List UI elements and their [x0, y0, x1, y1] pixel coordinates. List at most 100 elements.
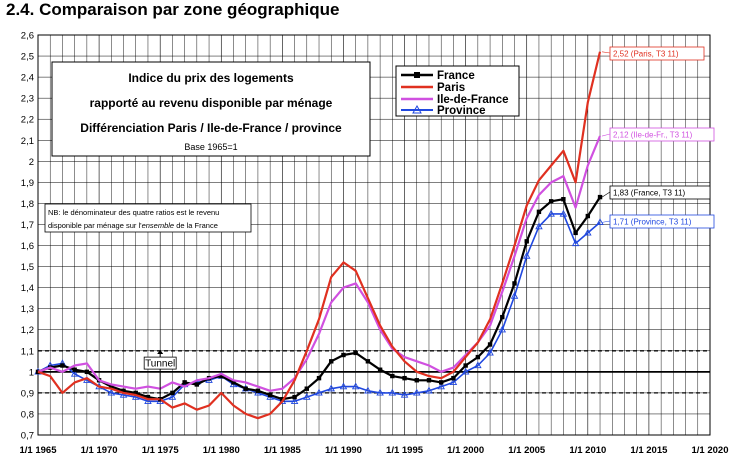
point-province-1993	[376, 388, 384, 396]
point-france-1996	[414, 378, 419, 383]
nb-note-box: NB: le dénominateur des quatre ratios es…	[44, 203, 252, 233]
point-france-1984	[267, 392, 273, 398]
point-france-2009	[573, 230, 578, 236]
point-france-1988	[316, 375, 322, 381]
tunnel-arrowhead	[157, 349, 164, 354]
svg-text:France: France	[437, 70, 475, 82]
plot-border	[37, 34, 711, 436]
point-france-1982	[243, 386, 248, 391]
point-france-1983	[255, 388, 261, 393]
tunnel-label: Tunnel	[145, 359, 175, 370]
y-tick-label-14: 2,1	[21, 136, 34, 147]
point-france-1980	[219, 373, 224, 379]
point-france-1968	[72, 367, 77, 372]
point-province-1972	[119, 390, 128, 398]
point-france-2007	[548, 199, 554, 204]
point-france-1999	[451, 375, 456, 381]
x-tick-label-7: 1/1 2000	[447, 445, 484, 456]
x-tick-label-9: 1/1 2010	[569, 445, 606, 456]
point-france-2002	[487, 342, 493, 347]
point-province-2011	[596, 218, 604, 226]
point-france-1994	[390, 373, 395, 379]
end-label-france: 1,83 (France, T3 11)	[613, 189, 686, 198]
x-tick-label-10: 1/1 2015	[630, 445, 668, 456]
chart-legend: France Paris Ile-de-France Province	[395, 65, 520, 117]
point-province-2005	[522, 251, 531, 259]
x-tick-label-1: 1/1 1970	[81, 445, 118, 456]
point-province-2007	[547, 209, 555, 217]
chart-title-box: Indice du prix des logements rapporté au…	[51, 61, 371, 157]
point-france-2003	[500, 314, 505, 320]
point-france-1995	[402, 375, 407, 381]
point-france-1971	[109, 384, 114, 389]
point-province-1974	[144, 397, 152, 404]
point-france-2000	[463, 363, 468, 368]
y-tick-label-17: 2,4	[21, 73, 34, 84]
chart-base-note: Base 1965=1	[184, 142, 237, 152]
point-france-1981	[231, 380, 236, 385]
tunnel-label-box	[143, 356, 177, 370]
svg-text:Paris: Paris	[437, 82, 465, 94]
chart-title-line-3: Différenciation Paris / Ile-de-France / …	[80, 121, 342, 135]
point-province-2009	[571, 239, 580, 247]
point-province-2000	[461, 367, 470, 375]
end-label-box-paris	[609, 46, 705, 61]
point-france-2004	[512, 281, 517, 286]
x-tick-label-11: 1/1 2020	[692, 445, 729, 456]
x-tick-label-0: 1/1 1965	[20, 445, 58, 456]
y-tick-label-4: 1,1	[21, 346, 34, 357]
point-province-1989	[327, 384, 336, 392]
x-tick-label-2: 1/1 1975	[142, 445, 180, 456]
y-tick-label-8: 1,5	[21, 262, 34, 273]
y-tick-label-12: 1,9	[21, 178, 34, 189]
legend-item-paris: Paris	[401, 82, 465, 94]
section-title: 2.4. Comparaison par zone géographique	[6, 0, 340, 19]
point-france-1990	[341, 352, 346, 358]
x-tick-label-3: 1/1 1980	[203, 445, 240, 456]
point-france-1992	[365, 359, 371, 364]
end-label-ile-de-france: 2,12 (Ile-de-Fr., T3 11)	[613, 131, 693, 140]
x-tick-label-6: 1/1 1995	[386, 445, 424, 456]
point-province-1968	[70, 369, 79, 377]
point-province-1971	[107, 388, 116, 396]
point-province-1999	[449, 378, 458, 386]
point-france-1973	[133, 390, 138, 396]
point-france-2005	[524, 239, 529, 244]
point-province-2010	[584, 228, 592, 236]
y-tick-label-6: 1,3	[21, 304, 34, 315]
point-france-1986	[292, 394, 297, 400]
point-france-2010	[585, 213, 591, 219]
end-label-leader-province	[601, 220, 611, 223]
legend-item-province: Province	[401, 104, 486, 117]
series-line-ile-de-france	[37, 135, 602, 392]
y-tick-label-10: 1,7	[21, 220, 34, 231]
tunnel-annotation: Tunnel	[143, 349, 177, 402]
point-france-2008	[561, 197, 566, 202]
nb-note-line-1: NB: le dénominateur des quatre ratios es…	[48, 208, 219, 217]
point-france-1989	[329, 359, 334, 364]
svg-text:Province: Province	[437, 105, 486, 117]
y-tick-label-15: 2,2	[21, 115, 34, 126]
end-label-paris: 2,52 (Paris, T3 11)	[613, 50, 679, 59]
point-france-1991	[353, 350, 358, 356]
y-tick-label-13: 2	[29, 157, 34, 168]
point-province-2006	[535, 222, 543, 230]
point-france-1972	[121, 388, 126, 393]
point-province-2003	[498, 325, 507, 333]
point-province-2004	[510, 291, 519, 299]
end-label-leader-paris	[601, 51, 611, 54]
point-france-1997	[426, 378, 432, 383]
legend-item-france: France	[401, 70, 475, 82]
svg-text:Ile-de-France: Ile-de-France	[437, 94, 509, 106]
series-paris	[37, 51, 602, 420]
point-province-1992	[364, 386, 372, 394]
legend-item-ile-de-france: Ile-de-France	[401, 94, 509, 106]
end-label-leader-france	[601, 191, 611, 198]
point-france-1969	[84, 369, 90, 375]
y-tick-label-9: 1,6	[21, 241, 34, 252]
y-tick-label-16: 2,3	[21, 94, 34, 105]
title-box-border	[51, 61, 371, 157]
y-tick-label-0: 0,7	[21, 431, 34, 442]
series-line-province	[37, 213, 601, 403]
